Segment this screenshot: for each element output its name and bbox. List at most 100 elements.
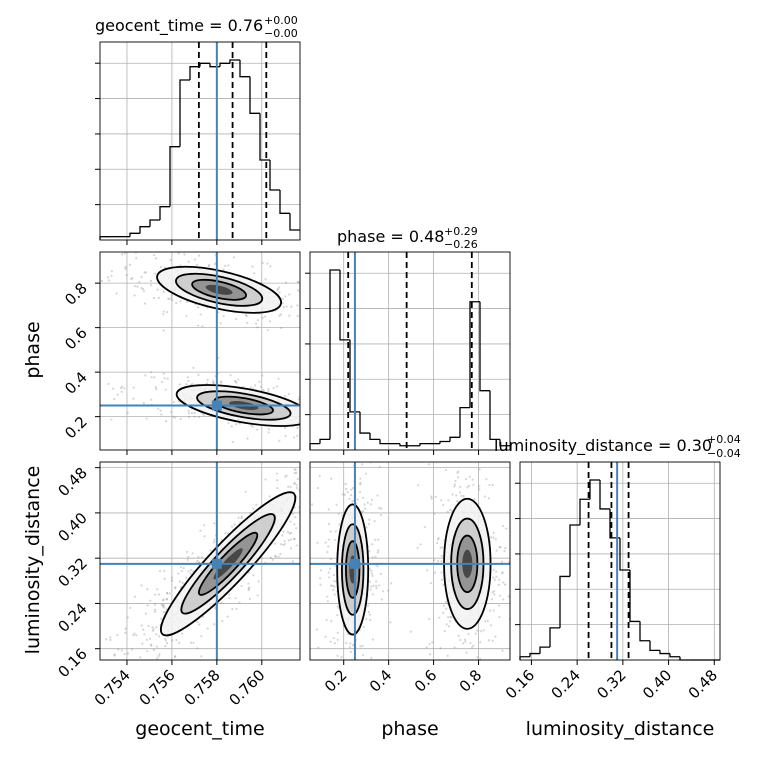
panel-2-point (334, 564, 337, 567)
hist-1-bin-17 (479, 301, 490, 392)
hist-0-bin-3 (129, 232, 140, 237)
panel-2-point (459, 638, 462, 642)
panel-0-point (179, 417, 182, 420)
panel-2-point (319, 569, 323, 572)
panel-0-point (267, 428, 271, 431)
panel-0-point (237, 378, 240, 381)
panel-1-point (303, 492, 305, 494)
panel-0-point (153, 272, 157, 275)
hist-0-bin-5 (149, 219, 160, 227)
panel-0-point (124, 267, 127, 270)
panel-0-point (128, 263, 132, 266)
panel-2-point (488, 483, 491, 487)
panel-2-point (453, 485, 456, 488)
panel-0-point (220, 381, 223, 384)
panel-1-point (314, 471, 316, 473)
panel-1-point (277, 454, 279, 456)
panel-0-point (164, 388, 167, 391)
panel-1-point (140, 624, 143, 627)
panel-1-point (224, 532, 227, 535)
panel-2-point (449, 615, 452, 619)
panel-2-point (477, 458, 479, 460)
panel-1-point (192, 641, 195, 645)
panel-0-point (318, 409, 320, 411)
panel-1-point (329, 488, 331, 490)
panel-2-point (390, 582, 393, 585)
panel-0-point (229, 374, 232, 377)
panel-2-point (511, 552, 513, 554)
panel-2-point (336, 654, 339, 657)
panel-2-point (350, 494, 353, 497)
panel-2-point (379, 572, 382, 575)
panel-0-point (162, 310, 165, 313)
panel-2-point (456, 471, 459, 474)
panel-2-point (426, 569, 429, 572)
panel-2-point (469, 641, 472, 645)
panel-2-point (360, 511, 364, 514)
panel-0-point (301, 411, 303, 413)
panel-2-point (434, 571, 437, 574)
panel-0-point (119, 386, 123, 390)
xtick-label-luminosity_distance-2: 0.32 (593, 666, 629, 702)
panel-2-point (368, 580, 372, 583)
panel-0-point (107, 249, 109, 251)
panel-1-point (150, 643, 153, 646)
panel-0-point (272, 386, 275, 389)
panel-1-point (279, 543, 283, 546)
panel-2-point (442, 611, 445, 614)
panel-0-point (282, 306, 285, 309)
panel-1-point (338, 452, 340, 454)
panel-1-point (52, 709, 54, 711)
title-phase-sub: −0.26 (444, 238, 478, 251)
panel-0-point (156, 288, 159, 291)
panel-0-point (110, 270, 113, 273)
panel-1-point (148, 664, 150, 666)
hist-1-bin-0 (309, 442, 320, 450)
panel-2-point (362, 510, 365, 513)
panel-0-point (296, 314, 299, 317)
panel-0-point (296, 434, 299, 437)
panel-0-point (196, 306, 200, 309)
panel-0-point (178, 383, 181, 386)
panel-1-point (200, 635, 203, 638)
panel-2-point (439, 546, 442, 549)
hist-1-bin-18 (489, 390, 500, 441)
panel-0-point (255, 322, 258, 325)
panel-2-point (442, 604, 446, 607)
hist-2-bin-0 (519, 656, 530, 660)
panel-1-point (133, 632, 136, 635)
ytick-label-phase-0: 0.2 (61, 413, 91, 443)
panel-0-point (266, 328, 269, 332)
panel-1-point (277, 555, 280, 558)
panel-2-point (483, 495, 486, 498)
panel-1-point (96, 706, 98, 708)
panel-1-point (155, 657, 159, 660)
scatter-panel-luminosity_distance_vs_phase (309, 458, 513, 665)
panel-1-point (152, 628, 155, 631)
panel-2-point (458, 491, 462, 494)
panel-1-point (307, 512, 309, 514)
panel-0-point (281, 297, 284, 300)
panel-2-point (336, 613, 339, 617)
panel-1-point (255, 503, 258, 506)
panel-2-point (430, 497, 433, 500)
panel-2-point (501, 572, 504, 575)
panel-1-point (230, 525, 234, 528)
panel-1-point (154, 666, 156, 668)
panel-1-point (291, 512, 294, 516)
panel-1-point (113, 653, 116, 656)
panel-2-point (497, 578, 501, 581)
hist-1-bin-7 (379, 439, 390, 445)
panel-1-point (7, 753, 9, 755)
scatter-panel-phase_vs_geocent_time (95, 249, 320, 455)
xtick-label-phase-3: 0.8 (456, 666, 486, 696)
panel-0-point (187, 379, 190, 383)
panel-1-point (151, 626, 154, 629)
panel-0-point (278, 314, 281, 317)
panel-0-point (157, 296, 160, 299)
hist-0-bin-4 (139, 226, 150, 234)
panel-0-point (313, 301, 315, 303)
panel-1-point (304, 504, 306, 506)
panel-2-point (365, 526, 368, 529)
panel-1-blob-0-contour-1 (180, 513, 276, 615)
